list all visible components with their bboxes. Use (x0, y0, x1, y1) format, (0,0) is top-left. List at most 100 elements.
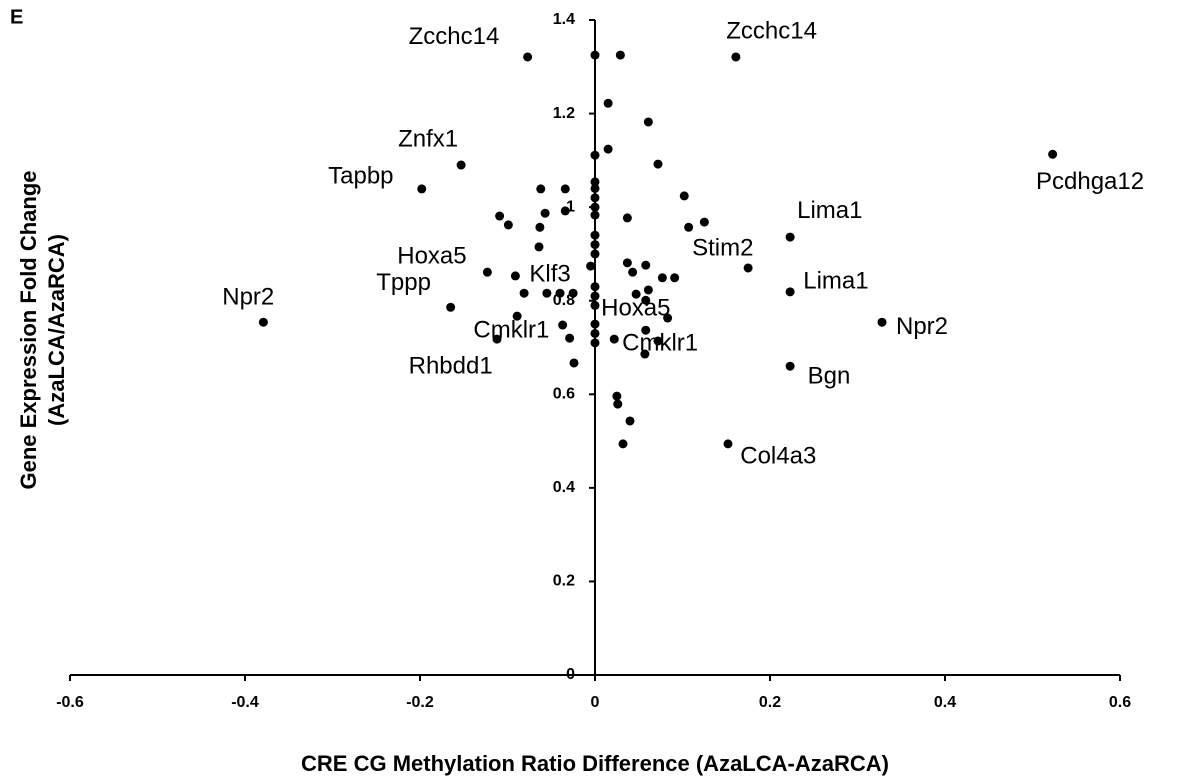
point (590, 300, 600, 310)
x-tick-label: 0.2 (759, 694, 781, 711)
point (679, 191, 689, 201)
point (590, 240, 600, 250)
annotation: Zcchc14 (409, 23, 500, 50)
point (641, 260, 651, 270)
point (723, 439, 733, 449)
point (590, 291, 600, 301)
x-tick-label: -0.2 (406, 694, 434, 711)
point (603, 98, 613, 108)
annotation: Cmklr1 (473, 316, 549, 343)
annotation: Bgn (808, 362, 851, 389)
point (785, 232, 795, 242)
point (653, 336, 663, 346)
x-tick-label: -0.6 (56, 694, 84, 711)
annotation: Tppp (376, 269, 431, 296)
point (670, 273, 680, 283)
annotation: Col4a3 (740, 442, 816, 469)
point (743, 263, 753, 273)
point (613, 399, 623, 409)
y-tick-label: 1.2 (553, 105, 575, 122)
annotation: Tapbp (328, 163, 393, 190)
point (523, 52, 533, 62)
point (536, 184, 546, 194)
point (590, 210, 600, 220)
point (612, 391, 622, 401)
point (417, 184, 427, 194)
point (657, 273, 667, 283)
point (519, 288, 529, 298)
point (510, 271, 520, 281)
point (785, 361, 795, 371)
panel-label: E (10, 6, 23, 28)
point (641, 325, 651, 335)
y-tick-label: 0.2 (553, 573, 575, 590)
point (603, 144, 613, 154)
point (609, 334, 619, 344)
point (569, 358, 579, 368)
point (495, 211, 505, 221)
point (590, 249, 600, 259)
point (456, 160, 466, 170)
y-tick-label: 0.4 (553, 479, 575, 496)
point (555, 288, 565, 298)
point (258, 317, 268, 327)
y-axis-label: (AzaLCA/AzaRCA) (44, 234, 69, 426)
point (534, 242, 544, 252)
point (568, 288, 578, 298)
point (446, 302, 456, 312)
point (618, 439, 628, 449)
point (641, 295, 651, 305)
point (628, 267, 638, 277)
point (631, 289, 641, 299)
point (590, 328, 600, 338)
point (877, 317, 887, 327)
y-axis-label: Gene Expression Fold Change (16, 170, 41, 489)
point (590, 50, 600, 60)
point (590, 193, 600, 203)
annotation: Zcchc14 (726, 18, 817, 45)
annotation: Cmklr1 (622, 330, 698, 357)
annotation: Hoxa5 (397, 243, 466, 270)
point (512, 311, 522, 321)
point (625, 416, 635, 426)
x-tick-label: -0.4 (231, 694, 259, 711)
annotation: Pcdhga12 (1036, 168, 1144, 195)
x-tick-label: 0 (591, 694, 600, 711)
point (622, 213, 632, 223)
point (560, 184, 570, 194)
point (590, 338, 600, 348)
point (1048, 149, 1058, 159)
point (560, 206, 570, 216)
point (615, 50, 625, 60)
point (482, 267, 492, 277)
point (590, 202, 600, 212)
y-tick-label: 1 (566, 198, 575, 215)
point (540, 208, 550, 218)
point (622, 258, 632, 268)
point (590, 150, 600, 160)
point (542, 288, 552, 298)
point (558, 320, 568, 330)
annotation: Stim2 (692, 235, 753, 262)
point (590, 230, 600, 240)
point (684, 222, 694, 232)
annotation: Klf3 (529, 260, 570, 287)
point (785, 287, 795, 297)
x-axis-label: CRE CG Methylation Ratio Difference (Aza… (301, 751, 889, 776)
point (653, 159, 663, 169)
point (565, 333, 575, 343)
annotation: Lima1 (797, 197, 862, 224)
point (535, 222, 545, 232)
annotation: Npr2 (896, 313, 948, 340)
annotation: Lima1 (803, 267, 868, 294)
point (699, 217, 709, 227)
y-tick-label: 1.4 (553, 11, 575, 28)
point (503, 220, 513, 230)
annotation: Rhbdd1 (409, 352, 493, 379)
point (590, 183, 600, 193)
x-tick-label: 0.6 (1109, 694, 1131, 711)
point (731, 52, 741, 62)
point (590, 319, 600, 329)
x-tick-label: 0.4 (934, 694, 956, 711)
